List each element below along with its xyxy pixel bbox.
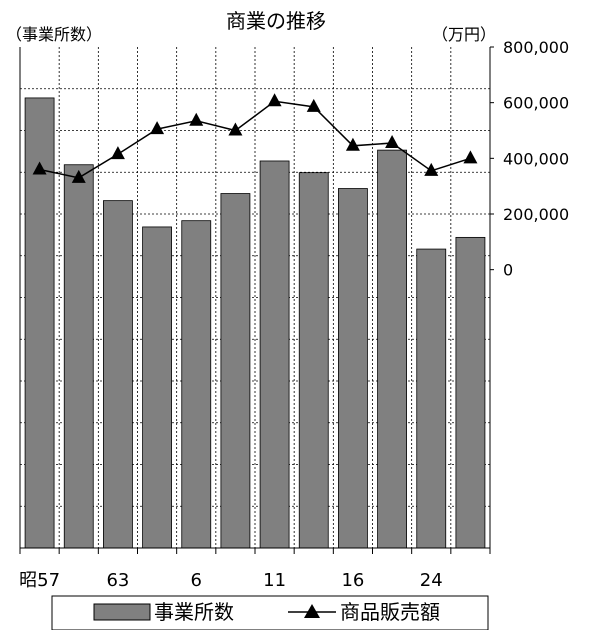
bar-series-establishments bbox=[24, 97, 486, 549]
x-tick-label: 6 bbox=[191, 570, 202, 591]
chart-title: 商業の推移 bbox=[226, 9, 326, 33]
right-axis-tick-label: 0 bbox=[503, 261, 513, 280]
sales-point-63 bbox=[110, 146, 125, 160]
right-axis-tick-label: 200,000 bbox=[503, 205, 569, 224]
x-axis-ticks: 昭57 63 6 11 16 24 bbox=[19, 548, 491, 591]
bar-昭60 bbox=[63, 164, 94, 549]
sales-point-24 bbox=[424, 162, 439, 176]
sales-point-9 bbox=[228, 122, 243, 136]
bar-平3 bbox=[142, 226, 172, 549]
legend-swatch-sales-marker bbox=[304, 604, 320, 618]
legend-label-sales: 商品販売額 bbox=[340, 600, 440, 624]
bar-19 bbox=[377, 149, 407, 549]
bar-6 bbox=[181, 220, 212, 549]
legend-label-establishments: 事業所数 bbox=[154, 600, 234, 624]
sales-point-26 bbox=[463, 150, 478, 164]
line-series-sales bbox=[32, 93, 478, 183]
bar-16 bbox=[338, 188, 368, 549]
x-tick-label: 16 bbox=[341, 570, 364, 591]
legend-swatch-establishments bbox=[93, 603, 151, 621]
sales-point-19 bbox=[385, 135, 400, 149]
legend: 事業所数 商品販売額 bbox=[51, 595, 489, 630]
bar-24 bbox=[416, 248, 447, 549]
sales-point-昭60 bbox=[71, 169, 86, 183]
gridlines bbox=[20, 47, 490, 548]
right-axis-label: （万円） bbox=[432, 25, 496, 44]
right-axis-ticks: 800,000 600,000 400,000 200,000 0 bbox=[490, 38, 569, 280]
x-tick-label: 24 bbox=[420, 570, 443, 591]
x-tick-label: 63 bbox=[106, 570, 129, 591]
right-axis-tick-label: 400,000 bbox=[503, 149, 569, 168]
sales-point-昭57 bbox=[32, 161, 47, 175]
bar-26 bbox=[455, 236, 486, 549]
sales-point-平3 bbox=[150, 121, 165, 135]
sales-point-16 bbox=[345, 137, 360, 151]
left-axis-label: （事業所数） bbox=[6, 25, 102, 44]
sales-point-14 bbox=[306, 98, 321, 112]
x-tick-label: 昭57 bbox=[19, 570, 60, 591]
right-axis-tick-label: 600,000 bbox=[503, 94, 569, 113]
bar-14 bbox=[298, 172, 329, 549]
bar-9 bbox=[220, 193, 251, 549]
sales-point-11 bbox=[267, 93, 282, 107]
right-axis-tick-label: 800,000 bbox=[503, 38, 569, 57]
sales-point-6 bbox=[189, 112, 204, 126]
bar-63 bbox=[103, 200, 133, 549]
bar-11 bbox=[259, 160, 290, 549]
x-tick-label: 11 bbox=[263, 570, 286, 591]
